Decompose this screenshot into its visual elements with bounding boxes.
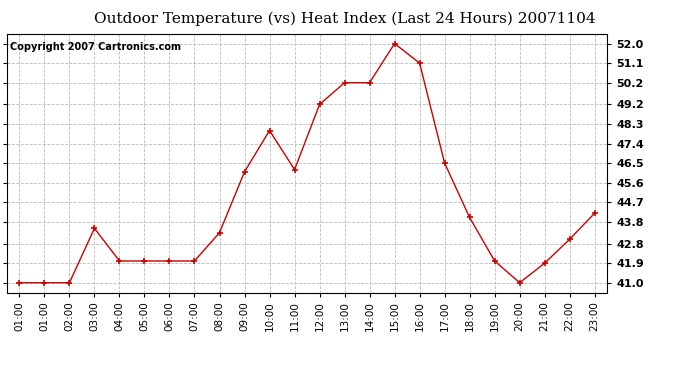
- Text: Copyright 2007 Cartronics.com: Copyright 2007 Cartronics.com: [10, 42, 181, 51]
- Text: Outdoor Temperature (vs) Heat Index (Last 24 Hours) 20071104: Outdoor Temperature (vs) Heat Index (Las…: [95, 11, 595, 26]
